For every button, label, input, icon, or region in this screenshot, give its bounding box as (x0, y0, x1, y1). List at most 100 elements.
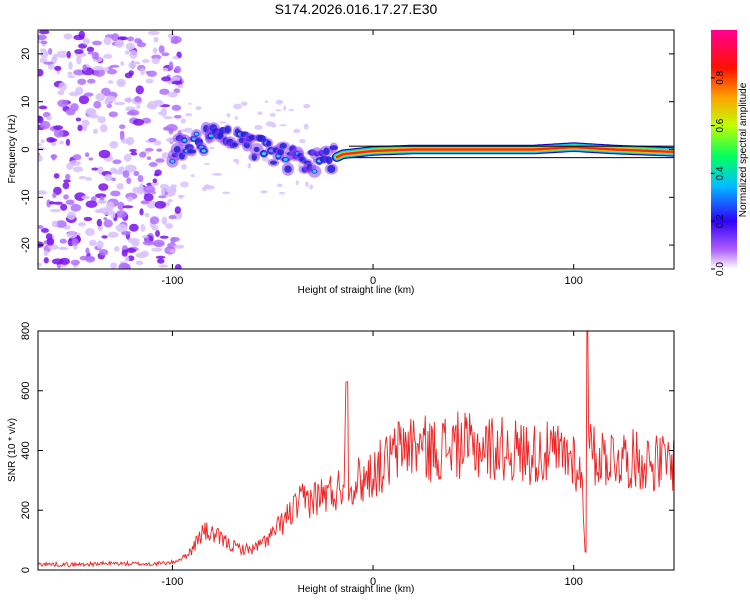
noise-blob (72, 154, 82, 161)
ridge-peak (312, 169, 317, 173)
noise-blob (39, 121, 51, 130)
noise-blob (138, 151, 147, 158)
noise-blob (261, 156, 270, 162)
noise-blob (120, 61, 125, 66)
noise-blob (180, 181, 189, 188)
noise-blob (226, 113, 231, 118)
noise-blob (153, 173, 160, 177)
noise-blob (233, 158, 238, 163)
noise-blob (143, 185, 156, 193)
noise-blob (91, 40, 102, 46)
noise-blob (240, 101, 248, 107)
spectrogram-y-tick-label: -20 (20, 237, 32, 253)
noise-blob (150, 181, 159, 187)
noise-blob (174, 206, 182, 214)
noise-blob (88, 157, 94, 161)
ridge-core (224, 125, 231, 134)
noise-blob (277, 183, 283, 188)
noise-blob (130, 151, 138, 156)
noise-blob (171, 104, 182, 111)
noise-blob (293, 128, 301, 134)
noise-blob (59, 238, 67, 244)
noise-blob (121, 249, 128, 257)
noise-blob (168, 214, 177, 220)
ridge-peak (182, 138, 187, 142)
noise-blob (161, 216, 168, 225)
noise-blob (77, 124, 83, 132)
noise-blob (140, 250, 150, 258)
noise-blob (126, 111, 136, 116)
noise-blob (129, 223, 139, 232)
noise-blob (299, 139, 306, 144)
noise-blob (58, 82, 67, 91)
noise-blob (161, 52, 170, 57)
noise-blob (122, 205, 134, 209)
noise-blob (106, 68, 118, 75)
noise-blob (137, 175, 144, 183)
noise-blob (98, 149, 111, 159)
noise-blob (116, 183, 124, 190)
noise-blob (129, 49, 138, 59)
noise-blob (125, 42, 136, 51)
noise-blob (72, 244, 78, 250)
noise-blob (113, 246, 120, 252)
noise-blob (165, 223, 174, 229)
noise-blob (142, 240, 155, 246)
noise-blob (119, 132, 125, 141)
colorbar-gradient (711, 30, 737, 269)
noise-blob (183, 127, 193, 133)
noise-blob (188, 102, 192, 105)
noise-blob (153, 36, 159, 43)
noise-blob (38, 105, 48, 110)
noise-blob (234, 115, 239, 120)
noise-blob (260, 190, 268, 194)
noise-blob (303, 103, 311, 109)
noise-blob (161, 76, 171, 82)
noise-blob (143, 193, 154, 202)
noise-blob (136, 42, 147, 48)
noise-blob (96, 218, 103, 227)
noise-blob (309, 184, 314, 190)
noise-blob (88, 239, 97, 247)
noise-blob (63, 33, 73, 40)
noise-blob (42, 111, 51, 118)
noise-blob (156, 148, 163, 152)
noise-blob (53, 125, 64, 130)
noise-blob (39, 48, 46, 52)
noise-blob (124, 256, 130, 262)
noise-blob (40, 40, 48, 45)
colorbar-tick-label: 0.6 (715, 118, 726, 132)
noise-blob (95, 92, 106, 102)
spectrogram-x-ticks: -100 0 100 (161, 30, 583, 287)
noise-blob (209, 147, 215, 150)
snr-y-tick-label: 800 (20, 322, 32, 340)
noise-blob (78, 43, 88, 49)
noise-blob (135, 260, 144, 266)
noise-blob (155, 158, 165, 163)
noise-blob (96, 208, 103, 213)
noise-blob (58, 246, 69, 251)
noise-blob (174, 65, 182, 74)
noise-blob (78, 175, 87, 180)
noise-blob (83, 92, 94, 97)
noise-blob (151, 247, 163, 252)
noise-blob (180, 118, 187, 124)
colorbar-tick-label: 0.4 (715, 166, 726, 180)
noise-blob (133, 118, 145, 126)
noise-blob (38, 225, 44, 229)
noise-blob (171, 80, 183, 85)
noise-blob (117, 201, 125, 211)
ridge-peak (283, 157, 288, 161)
noise-blob (154, 200, 167, 209)
noise-blob (72, 166, 84, 173)
snr-x-tick-label: 100 (565, 576, 583, 588)
noise-blob (69, 160, 81, 167)
noise-blob (98, 248, 109, 256)
noise-blob (139, 208, 144, 216)
noise-blob (107, 66, 113, 70)
spectrogram-x-tick-label: -100 (161, 275, 183, 287)
noise-blob (161, 152, 170, 159)
noise-blob (104, 98, 110, 106)
noise-blob (81, 195, 90, 200)
